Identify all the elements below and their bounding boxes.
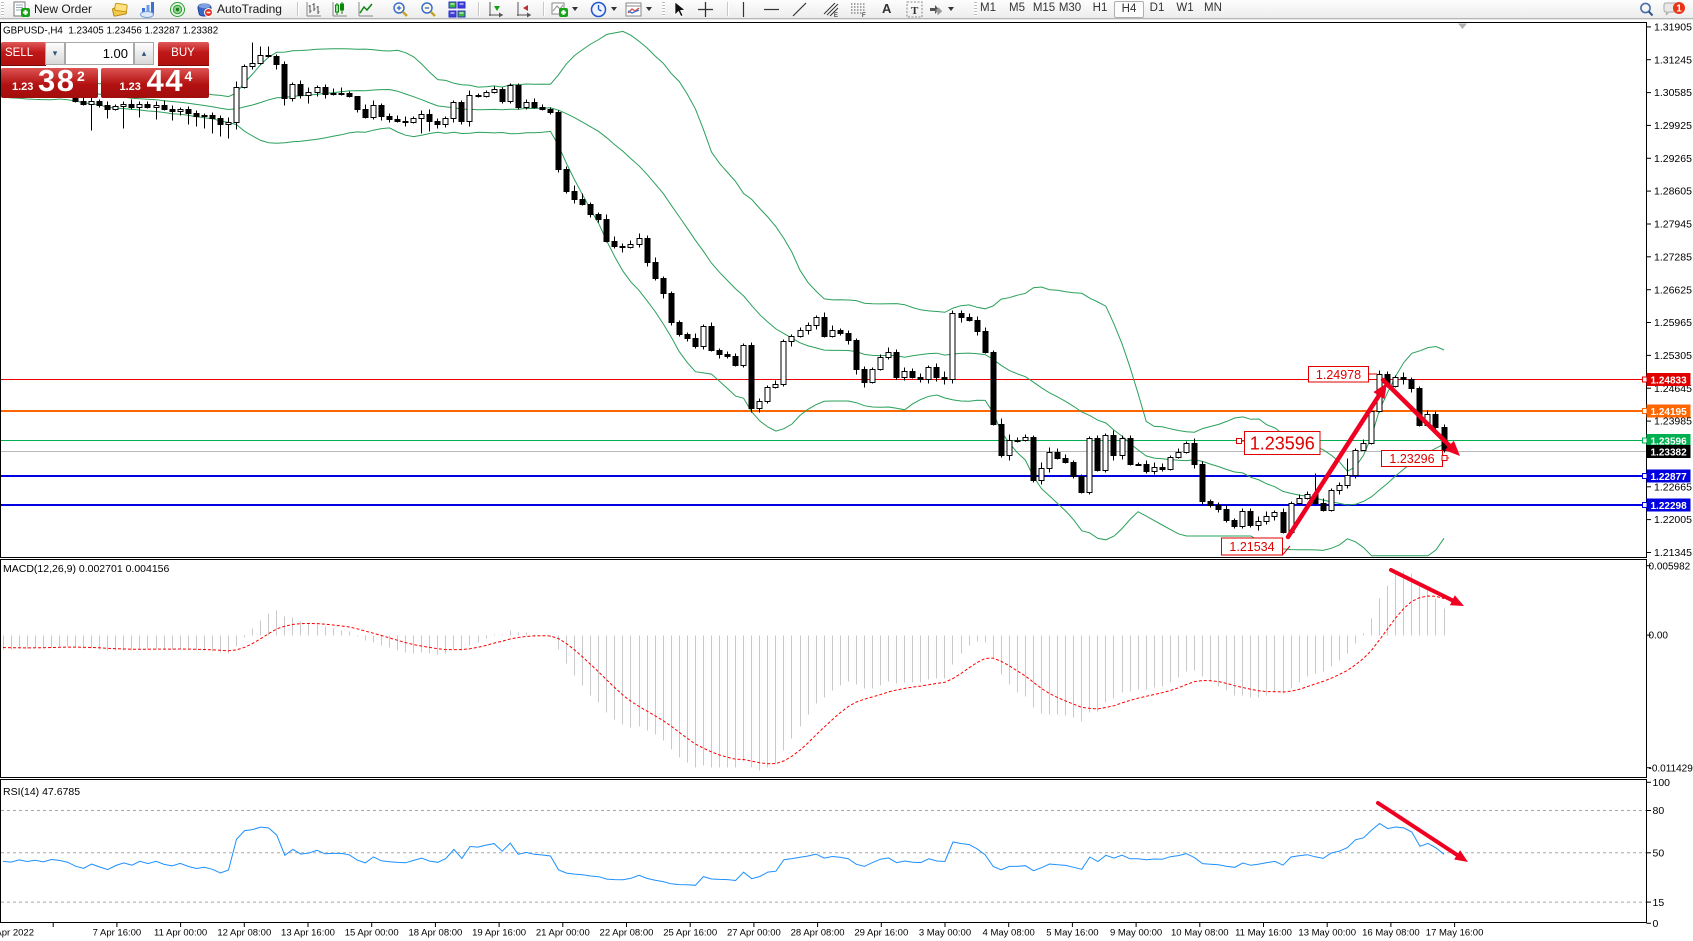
- svg-text:13 May 00:00: 13 May 00:00: [1298, 928, 1356, 939]
- svg-text:1.23382: 1.23382: [1651, 447, 1688, 458]
- svg-text:1.28605: 1.28605: [1654, 186, 1692, 198]
- svg-text:5 May 16:00: 5 May 16:00: [1046, 928, 1098, 939]
- svg-text:21 Apr 00:00: 21 Apr 00:00: [536, 928, 590, 939]
- svg-text:11 May 16:00: 11 May 16:00: [1235, 928, 1292, 939]
- svg-text:100: 100: [1653, 777, 1671, 789]
- svg-text:F: F: [862, 13, 866, 18]
- svg-text:1.23985: 1.23985: [1654, 416, 1692, 428]
- svg-text:0.00: 0.00: [1649, 631, 1669, 642]
- svg-text:6 Apr 2022: 6 Apr 2022: [0, 928, 34, 939]
- svg-text:1.31905: 1.31905: [1654, 22, 1692, 34]
- svg-text:1.23596: 1.23596: [1250, 434, 1315, 454]
- svg-text:1.22298: 1.22298: [1651, 501, 1688, 512]
- svg-text:1.25965: 1.25965: [1654, 317, 1692, 329]
- svg-text:9 May 00:00: 9 May 00:00: [1110, 928, 1162, 939]
- svg-text:0.005982: 0.005982: [1649, 561, 1691, 572]
- svg-text:7 Apr 16:00: 7 Apr 16:00: [93, 928, 142, 939]
- svg-text:0: 0: [1653, 918, 1659, 930]
- svg-text:-0.011429: -0.011429: [1649, 763, 1693, 774]
- svg-text:E: E: [834, 13, 838, 18]
- svg-text:50: 50: [1653, 847, 1665, 859]
- svg-text:13 Apr 16:00: 13 Apr 16:00: [281, 928, 335, 939]
- svg-text:GBPUSD-,H4 1.23405 1.23456 1.: GBPUSD-,H4 1.23405 1.23456 1.23287 1.233…: [3, 26, 218, 37]
- svg-text:27 Apr 00:00: 27 Apr 00:00: [727, 928, 781, 939]
- svg-text:1.24833: 1.24833: [1651, 375, 1688, 386]
- svg-text:1.30585: 1.30585: [1654, 87, 1692, 99]
- svg-text:1.22877: 1.22877: [1651, 472, 1688, 483]
- svg-text:12 Apr 08:00: 12 Apr 08:00: [217, 928, 271, 939]
- svg-text:1.26625: 1.26625: [1654, 284, 1692, 296]
- svg-text:1.22665: 1.22665: [1654, 481, 1692, 493]
- svg-text:1.24978: 1.24978: [1316, 368, 1361, 382]
- svg-text:3 May 00:00: 3 May 00:00: [919, 928, 971, 939]
- svg-text:80: 80: [1653, 805, 1665, 817]
- svg-text:10 May 08:00: 10 May 08:00: [1171, 928, 1229, 939]
- svg-text:1.21345: 1.21345: [1654, 547, 1692, 559]
- svg-text:29 Apr 16:00: 29 Apr 16:00: [854, 928, 908, 939]
- svg-text:11 Apr 00:00: 11 Apr 00:00: [154, 928, 207, 939]
- svg-text:1.29925: 1.29925: [1654, 120, 1692, 132]
- svg-text:16 May 08:00: 16 May 08:00: [1362, 928, 1420, 939]
- svg-text:1.24195: 1.24195: [1651, 407, 1688, 418]
- svg-text:1.31245: 1.31245: [1654, 54, 1692, 66]
- svg-text:15: 15: [1653, 897, 1665, 909]
- svg-text:1.23296: 1.23296: [1389, 452, 1434, 466]
- svg-text:22 Apr 08:00: 22 Apr 08:00: [600, 928, 654, 939]
- svg-text:19 Apr 16:00: 19 Apr 16:00: [472, 928, 526, 939]
- svg-text:1.27285: 1.27285: [1654, 251, 1692, 263]
- svg-text:1.21534: 1.21534: [1229, 540, 1274, 554]
- svg-text:T: T: [911, 5, 919, 17]
- svg-text:17 May 16:00: 17 May 16:00: [1426, 928, 1484, 939]
- svg-text:28 Apr 08:00: 28 Apr 08:00: [791, 928, 845, 939]
- svg-text:4 May 08:00: 4 May 08:00: [983, 928, 1035, 939]
- svg-text:18 Apr 08:00: 18 Apr 08:00: [408, 928, 462, 939]
- svg-text:RSI(14) 47.6785: RSI(14) 47.6785: [3, 786, 80, 798]
- svg-text:25 Apr 16:00: 25 Apr 16:00: [663, 928, 717, 939]
- svg-text:1.23596: 1.23596: [1651, 436, 1688, 447]
- svg-text:15 Apr 00:00: 15 Apr 00:00: [345, 928, 399, 939]
- svg-text:MACD(12,26,9) 0.002701 0.00415: MACD(12,26,9) 0.002701 0.004156: [3, 563, 170, 575]
- svg-text:1.29265: 1.29265: [1654, 153, 1692, 165]
- svg-text:1: 1: [1676, 4, 1682, 15]
- svg-text:1.22005: 1.22005: [1654, 514, 1692, 526]
- svg-text:1.27945: 1.27945: [1654, 219, 1692, 231]
- svg-text:1.25305: 1.25305: [1654, 350, 1692, 362]
